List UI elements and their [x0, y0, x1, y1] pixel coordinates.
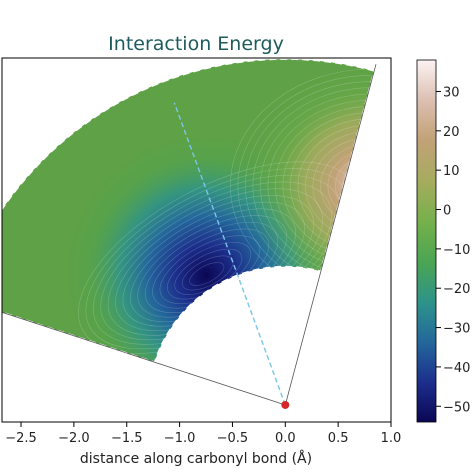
- colorbar-tick-label: 20: [443, 125, 460, 140]
- sector-boundary-line-left: [2, 311, 286, 406]
- colorbar-tick-label: 10: [443, 164, 460, 179]
- x-tick-label: −2.5: [5, 431, 37, 446]
- colorbar: 30 20 10 0 −10 −20 −30 −40 −50: [416, 59, 470, 423]
- x-tick-label: −1.5: [111, 431, 143, 446]
- carbonyl-origin-point: [281, 400, 290, 409]
- sector-dashed-outline: [2, 58, 376, 364]
- colorbar-tick-label: −50: [443, 400, 470, 415]
- colorbar-ticks: 30 20 10 0 −10 −20 −30 −40 −50: [436, 85, 470, 415]
- x-tick-label: 0.0: [275, 431, 296, 446]
- colorbar-gradient: [416, 59, 437, 423]
- contour-line-well: [189, 262, 225, 286]
- x-tick-label: −0.5: [217, 431, 249, 446]
- x-tick-label: 0.5: [328, 431, 349, 446]
- x-tick-label: −1.0: [164, 431, 196, 446]
- plot-area: −2.5 −2.0 −1.5 −1.0 −0.5 0.0 0.5 1.0: [1, 57, 401, 446]
- colorbar-tick-label: 0: [443, 204, 451, 219]
- reference-dashed-line: [173, 102, 286, 406]
- colorbar-tick-label: 30: [443, 85, 460, 100]
- x-tick-label: 1.0: [381, 431, 402, 446]
- x-axis-ticks: −2.5 −2.0 −1.5 −1.0 −0.5 0.0 0.5 1.0: [5, 422, 401, 446]
- axes-frame: [1, 57, 392, 423]
- x-tick-label: −2.0: [58, 431, 90, 446]
- chart-title: Interaction Energy: [108, 33, 284, 55]
- colorbar-tick-label: −30: [443, 322, 470, 337]
- sector-boundary-line-right: [284, 64, 377, 406]
- colorbar-tick-label: −10: [443, 243, 470, 258]
- colorbar-tick-label: −40: [443, 361, 470, 376]
- colorbar-tick-label: −20: [443, 282, 470, 297]
- x-axis-label: distance along carbonyl bond (Å): [80, 450, 312, 467]
